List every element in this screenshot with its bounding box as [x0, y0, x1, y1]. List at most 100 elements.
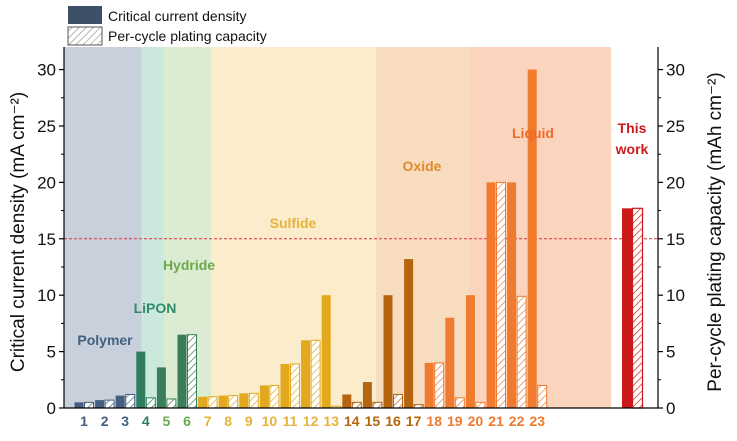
bar-ccd-22 [507, 182, 517, 408]
category-label-14: 14 [344, 413, 360, 429]
category-label-6: 6 [183, 413, 191, 429]
y-tick-label-0: 0 [47, 399, 56, 418]
bar-capacity-12 [310, 339, 321, 409]
y-tick-label-20: 20 [37, 173, 56, 192]
this-work-label-line2: work [615, 141, 649, 157]
category-label-5: 5 [163, 413, 171, 429]
legend: Critical current density Per-cycle plati… [67, 6, 267, 46]
y2-tick-label-0: 0 [666, 399, 675, 418]
region-bg-lipon [141, 47, 164, 408]
category-label-11: 11 [283, 413, 298, 429]
bar-ccd-11 [280, 364, 290, 408]
category-label-17: 17 [406, 413, 422, 429]
region-label-oxide: Oxide [403, 158, 442, 174]
bar-ccd-14 [342, 394, 352, 408]
y2-tick-label-15: 15 [666, 230, 685, 249]
bar-capacity-11 [290, 363, 300, 409]
bar-capacity-10 [269, 384, 280, 409]
bar-ccd-4 [136, 351, 146, 408]
bar-capacity-4 [145, 397, 156, 409]
category-labels: 1 2 3 4 5 6 7 8 9 10 11 12 13 14 15 16 17 18 19 20 21 22 23 [80, 413, 545, 429]
region-label-lipon: LiPON [134, 300, 177, 316]
category-label-12: 12 [303, 413, 319, 429]
bar-ccd-6 [177, 334, 187, 408]
bar-capacity-2 [104, 399, 115, 409]
bar-capacity-16 [393, 393, 403, 409]
category-label-13: 13 [323, 413, 339, 429]
legend-swatch-solid [68, 6, 102, 24]
category-label-23: 23 [529, 413, 545, 429]
bar-capacity-14 [351, 401, 362, 409]
bar-ccd-1 [74, 402, 84, 408]
bar-ccd-16 [383, 295, 393, 408]
y-tick-label-15: 15 [37, 230, 56, 249]
bar-ccd-20 [465, 295, 475, 408]
bar-capacity-1 [84, 401, 94, 409]
y2-tick-label-5: 5 [666, 343, 675, 362]
legend-swatch-hatched [67, 26, 103, 46]
bar-ccd-8 [218, 395, 228, 408]
y-tick-label-10: 10 [37, 286, 56, 305]
bar-capacity-18 [434, 362, 445, 409]
bar-ccd-9 [239, 393, 249, 408]
y-axis-title: Critical current density (mA cm⁻²) [8, 92, 29, 372]
bar-ccd-23 [527, 69, 537, 408]
region-label-liquid: Liquid [512, 125, 554, 141]
bar-ccd-13 [321, 295, 331, 408]
bar-ccd-17 [404, 259, 414, 408]
bar-ccd-10 [259, 385, 269, 408]
bar-capacity-23 [537, 384, 548, 409]
y2-tick-label-25: 25 [666, 117, 685, 136]
bar-capacity-3 [125, 393, 136, 409]
bar-capacity-19 [454, 397, 465, 409]
bar-capacity-7 [207, 396, 218, 409]
y2-tick-label-30: 30 [666, 61, 685, 80]
y2-tick-label-20: 20 [666, 173, 685, 192]
bar-ccd-this-work [622, 208, 632, 408]
region-label-polymer: Polymer [77, 332, 133, 348]
category-label-21: 21 [488, 413, 504, 429]
category-label-16: 16 [385, 413, 401, 429]
bar-capacity-15 [372, 401, 383, 409]
bar-capacity-21 [496, 181, 506, 409]
bar-capacity-22 [516, 295, 527, 409]
bar-ccd-19 [445, 317, 455, 408]
y2-tick-label-10: 10 [666, 286, 685, 305]
category-label-22: 22 [509, 413, 525, 429]
bar-capacity-9 [248, 392, 259, 409]
bar-ccd-21 [486, 182, 496, 408]
axes: 0 0 5 5 10 10 15 15 20 20 25 25 30 30 [37, 47, 685, 418]
y-tick-label-30: 30 [37, 61, 56, 80]
region-label-sulfide: Sulfide [270, 215, 317, 231]
category-label-4: 4 [142, 413, 150, 429]
category-label-9: 9 [245, 413, 253, 429]
bar-capacity-this-work [631, 207, 644, 409]
bar-ccd-15 [362, 382, 372, 408]
bar-ccd-5 [156, 367, 166, 408]
y2-axis-title: Per-cycle plating capacity (mAh cm⁻²) [705, 72, 726, 391]
this-work-label-line1: This [618, 120, 647, 136]
category-label-2: 2 [101, 413, 109, 429]
bar-ccd-7 [198, 396, 208, 408]
category-label-7: 7 [204, 413, 212, 429]
legend-label-capacity: Per-cycle plating capacity [108, 28, 267, 44]
bar-capacity-20 [475, 401, 486, 409]
bars [74, 69, 644, 409]
bar-ccd-3 [115, 395, 125, 408]
category-label-1: 1 [80, 413, 88, 429]
bar-ccd-12 [301, 340, 311, 408]
bar-capacity-5 [166, 398, 177, 409]
category-label-18: 18 [426, 413, 442, 429]
category-label-10: 10 [262, 413, 278, 429]
region-bg-polymer [64, 47, 142, 408]
bar-capacity-8 [228, 395, 239, 409]
region-label-hydride: Hydride [163, 257, 215, 273]
bar-ccd-18 [424, 362, 434, 408]
bar-capacity-6 [187, 334, 197, 409]
category-label-15: 15 [365, 413, 381, 429]
region-bg-sulfide [211, 47, 376, 408]
category-label-20: 20 [468, 413, 484, 429]
bar-ccd-2 [95, 400, 105, 408]
